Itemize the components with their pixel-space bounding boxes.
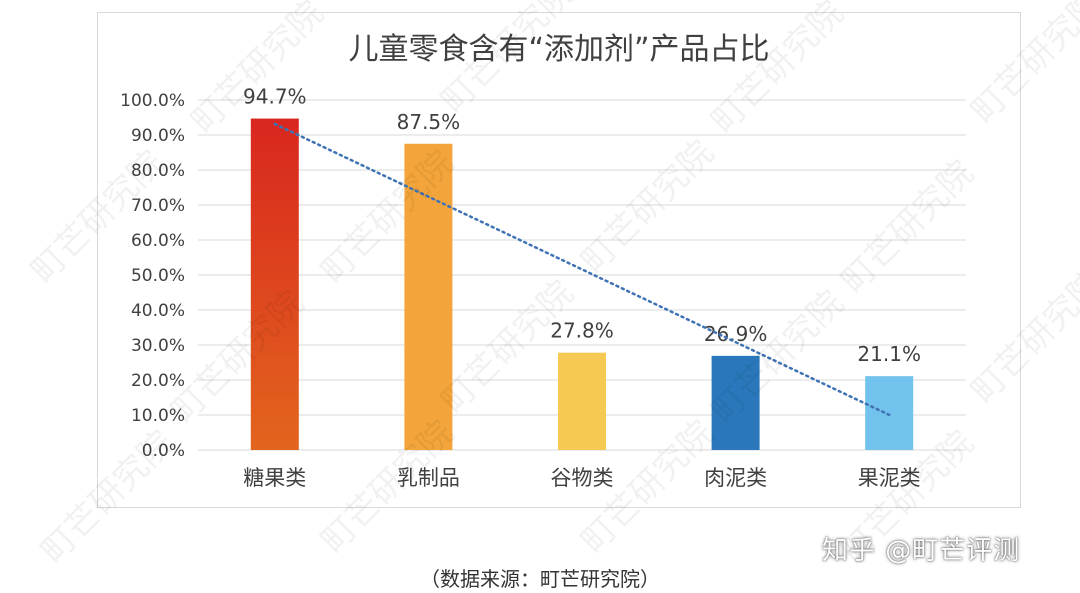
bar bbox=[558, 352, 606, 450]
data-label: 27.8% bbox=[550, 319, 614, 343]
category-label: 谷物类 bbox=[551, 466, 614, 490]
category-label: 肉泥类 bbox=[704, 466, 767, 490]
grid-lines bbox=[198, 99, 966, 451]
source-note: （数据来源：町芒研究院） bbox=[420, 567, 660, 591]
y-tick-label: 30.0% bbox=[131, 336, 185, 356]
y-tick-label: 20.0% bbox=[131, 371, 185, 391]
bars bbox=[250, 118, 914, 451]
trendline bbox=[273, 122, 891, 417]
bar bbox=[711, 355, 760, 450]
y-tick-label: 60.0% bbox=[131, 231, 185, 251]
bar bbox=[250, 118, 299, 451]
data-label: 21.1% bbox=[857, 342, 921, 366]
data-label: 87.5% bbox=[397, 110, 461, 134]
y-tick-label: 50.0% bbox=[131, 266, 185, 286]
category-labels: 糖果类 乳制品 谷物类 肉泥类 果泥类 bbox=[243, 466, 920, 490]
chart-title: 儿童零食含有“添加剂”产品占比 bbox=[348, 32, 770, 67]
category-label: 乳制品 bbox=[397, 466, 460, 490]
bar bbox=[404, 143, 453, 450]
y-tick-label: 100.0% bbox=[120, 91, 185, 111]
brand-watermark: 知乎 @町芒评测 bbox=[822, 536, 1021, 566]
category-label: 糖果类 bbox=[243, 466, 306, 490]
bar bbox=[865, 376, 914, 450]
y-tick-label: 70.0% bbox=[131, 196, 185, 216]
trendline-line bbox=[273, 122, 891, 417]
y-tick-label: 0.0% bbox=[142, 441, 185, 461]
y-tick-label: 10.0% bbox=[131, 406, 185, 426]
chart-frame bbox=[97, 12, 1021, 508]
y-tick-label: 80.0% bbox=[131, 161, 185, 181]
category-label: 果泥类 bbox=[858, 466, 921, 490]
y-tick-label: 90.0% bbox=[131, 126, 185, 146]
y-tick-label: 40.0% bbox=[131, 301, 185, 321]
data-label: 94.7% bbox=[243, 85, 307, 109]
y-tick-labels: 0.0% 10.0% 20.0% 30.0% 40.0% 50.0% 60.0% 70.0% 8… bbox=[120, 91, 185, 461]
data-labels: 94.7%87.5%27.8% 26.9%21.1% bbox=[243, 85, 921, 367]
